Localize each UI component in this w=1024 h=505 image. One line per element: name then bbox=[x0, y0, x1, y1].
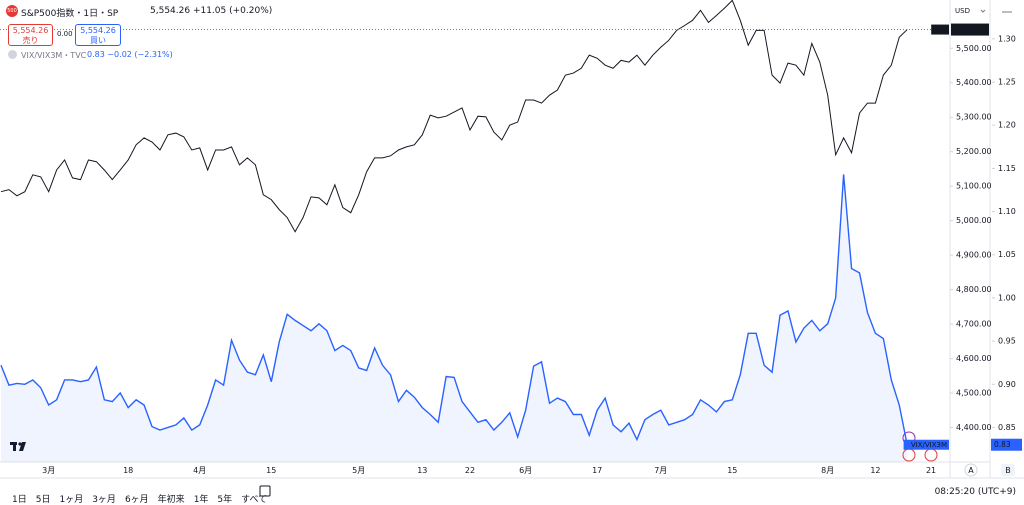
y-tick-label: 5,100.00 bbox=[956, 182, 992, 191]
line bbox=[0, 0, 908, 233]
logo-part bbox=[13, 442, 16, 451]
symbol-icon: 500 bbox=[6, 5, 18, 17]
sell-price: 5,554.26 bbox=[12, 26, 49, 35]
y-tick-label: 4,900.00 bbox=[956, 251, 992, 260]
x-tick-label: 15 bbox=[266, 466, 276, 475]
y-tick-label: 5,000.00 bbox=[956, 216, 992, 225]
x-tick-label: 18 bbox=[123, 466, 133, 475]
y-tick-label: 5,300.00 bbox=[956, 113, 992, 122]
scale-mode-label: A bbox=[968, 466, 974, 475]
y-tick-label: 4,600.00 bbox=[956, 354, 992, 363]
y-tick-label: 5,500.00 bbox=[956, 44, 992, 53]
x-tick-label: 21 bbox=[926, 466, 936, 475]
y-tick-label: 1.25 bbox=[998, 78, 1016, 87]
y-tick-label: 4,400.00 bbox=[956, 423, 992, 432]
range-button[interactable]: 1日 bbox=[12, 495, 27, 505]
x-tick-label: 5月 bbox=[352, 466, 365, 475]
currency[interactable]: USD bbox=[955, 7, 970, 15]
price-tag-label: 5,554.26 bbox=[954, 25, 988, 34]
buy-price: 5,554.26 bbox=[80, 26, 116, 35]
range-button[interactable]: 6ヶ月 bbox=[124, 495, 149, 505]
y-tick-label: 1.00 bbox=[998, 293, 1016, 302]
buy-label: 買い bbox=[90, 36, 106, 45]
price-tag bbox=[991, 438, 1022, 451]
logo-part bbox=[18, 442, 22, 446]
range-button[interactable]: 1ヶ月 bbox=[59, 495, 84, 505]
x-tick-label: 7月 bbox=[654, 466, 667, 475]
x-tick-label: 12 bbox=[870, 466, 880, 475]
overlay-name[interactable]: VIX/VIX3M・TVC bbox=[21, 51, 87, 60]
scale-mode-label: B bbox=[1005, 466, 1011, 475]
y-tick-label: 1.10 bbox=[998, 207, 1016, 216]
y-tick-label: 0.95 bbox=[998, 337, 1016, 346]
range-button[interactable]: 3ヶ月 bbox=[92, 495, 116, 505]
range-button[interactable]: 5年 bbox=[217, 495, 233, 505]
y-tick-label: 1.15 bbox=[998, 164, 1016, 173]
date-range-icon[interactable] bbox=[259, 485, 271, 497]
x-tick-label: 8月 bbox=[821, 466, 834, 475]
y-tick-label: 0.85 bbox=[998, 423, 1016, 432]
y-tick-label: 5,200.00 bbox=[956, 147, 992, 156]
y-tick-label: 1.05 bbox=[998, 250, 1016, 259]
y-tick-label: 0.90 bbox=[998, 380, 1016, 389]
area bbox=[1, 174, 908, 462]
range-bar: 1日 5日 1ヶ月 3ヶ月 6ヶ月 年初来 1年 5年 すべて bbox=[12, 487, 276, 505]
x-tick-label: 6月 bbox=[519, 466, 532, 475]
series-name-tag-label: VIX/VIX3M bbox=[911, 441, 947, 449]
series-name-tag bbox=[931, 24, 949, 35]
sell-button[interactable]: 5,554.26 売り bbox=[8, 24, 53, 46]
y-tick-label: 1.20 bbox=[998, 121, 1016, 130]
overlay-quote: 0.83 −0.02 (−2.31%) bbox=[87, 50, 173, 59]
y-tick-label: 1.30 bbox=[998, 34, 1016, 43]
y-tick-label: 4,700.00 bbox=[956, 320, 992, 329]
y-tick-label: 4,800.00 bbox=[956, 285, 992, 294]
x-tick-label: 17 bbox=[592, 466, 602, 475]
buy-button[interactable]: 5,554.26 買い bbox=[75, 24, 121, 46]
x-tick-label: 22 bbox=[465, 466, 475, 475]
log-scale-button[interactable] bbox=[1001, 464, 1015, 476]
overlay-icon bbox=[8, 50, 17, 59]
y-tick-label: 5,400.00 bbox=[956, 78, 992, 87]
x-tick-label: 4月 bbox=[193, 466, 206, 475]
symbol-title[interactable]: S&P500指数・1日・SP bbox=[21, 9, 119, 19]
sell-label: 売り bbox=[22, 36, 39, 45]
series-name-tag-label: SPX bbox=[934, 26, 948, 34]
logo-part bbox=[19, 442, 26, 451]
range-button[interactable]: すべて bbox=[241, 495, 268, 505]
quote: 5,554.26 +11.05 (+0.20%) bbox=[150, 6, 273, 16]
auto-scale-button[interactable] bbox=[964, 463, 978, 477]
price-tag bbox=[951, 23, 989, 36]
price-tag-label: 0.83 bbox=[994, 440, 1011, 449]
currency-dropdown-arrow[interactable] bbox=[980, 9, 986, 13]
x-tick-label: 13 bbox=[417, 466, 427, 475]
x-tick-label: 3月 bbox=[42, 466, 55, 475]
series-name-tag bbox=[903, 439, 949, 450]
tv-logo bbox=[10, 442, 26, 451]
spread: 0.00 bbox=[57, 30, 73, 38]
x-tick-label: 15 bbox=[727, 466, 737, 475]
range-button[interactable]: 1年 bbox=[193, 495, 209, 505]
clock: 08:25:20 (UTC+9) bbox=[934, 487, 1016, 497]
range-button[interactable]: 5日 bbox=[35, 495, 51, 505]
y-tick-label: 4,500.00 bbox=[956, 389, 992, 398]
range-button[interactable]: 年初来 bbox=[157, 495, 185, 505]
line bbox=[0, 174, 908, 445]
flag-icon[interactable] bbox=[924, 448, 938, 462]
